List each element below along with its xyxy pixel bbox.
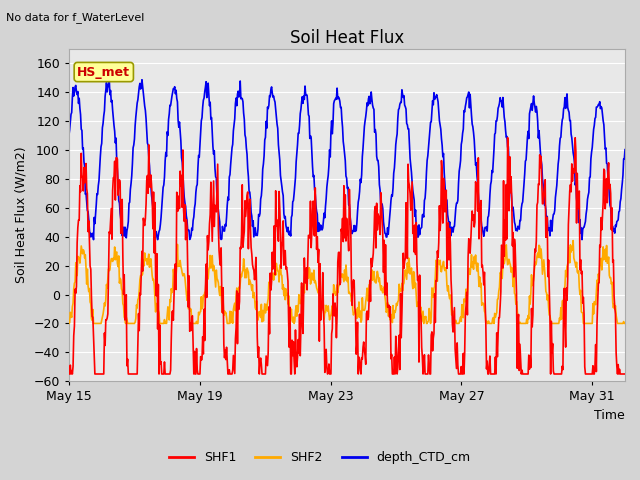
Title: Soil Heat Flux: Soil Heat Flux (290, 29, 404, 48)
Text: No data for f_WaterLevel: No data for f_WaterLevel (6, 12, 145, 23)
X-axis label: Time: Time (595, 409, 625, 422)
Y-axis label: Soil Heat Flux (W/m2): Soil Heat Flux (W/m2) (15, 147, 28, 283)
Legend: SHF1, SHF2, depth_CTD_cm: SHF1, SHF2, depth_CTD_cm (164, 446, 476, 469)
Text: HS_met: HS_met (77, 66, 131, 79)
